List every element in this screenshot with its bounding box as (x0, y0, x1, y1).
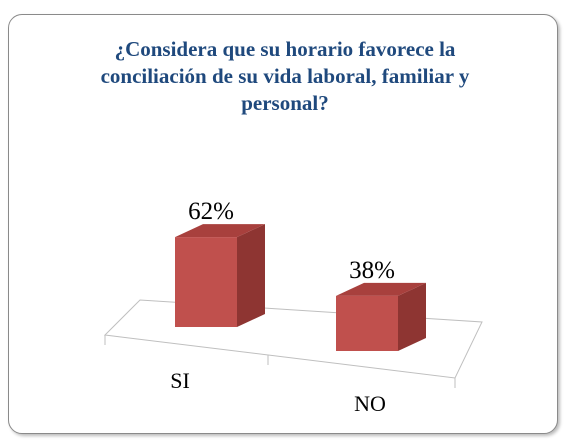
bar (175, 224, 265, 327)
bar-top (336, 282, 426, 296)
x-tick-label: SI (170, 368, 190, 393)
chart-title: ¿Considera que su horario favorece la co… (100, 37, 470, 115)
chart-frame (8, 14, 558, 434)
bar-side (237, 224, 265, 327)
floor (103, 299, 483, 379)
bar (336, 282, 426, 351)
data-label: 38% (349, 257, 395, 284)
bar-front (336, 295, 398, 351)
data-label: 62% (188, 198, 234, 225)
x-tick-label: NO (354, 391, 386, 416)
bar-side (398, 282, 426, 351)
bar-top (175, 224, 265, 238)
bar-front (175, 237, 237, 327)
